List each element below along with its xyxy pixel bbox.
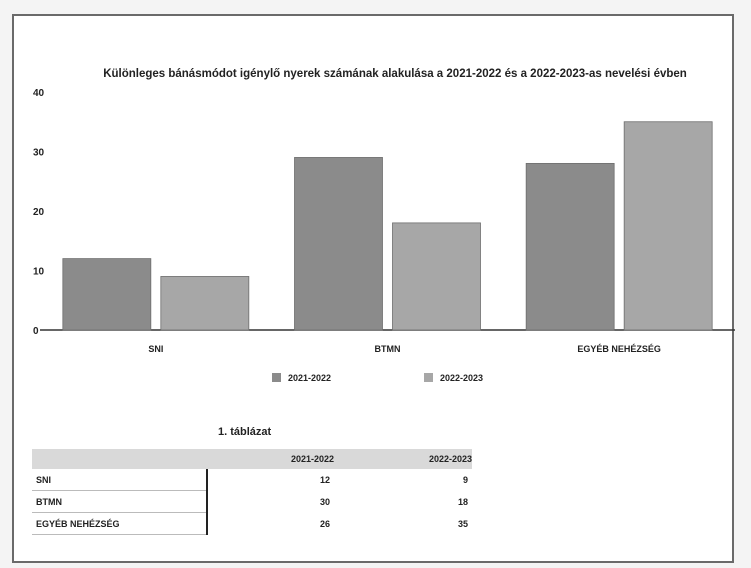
chart-title: Különleges bánásmódot igénylő nyerek szá… bbox=[103, 68, 687, 80]
bar-chart: Különleges bánásmódot igénylő nyerek szá… bbox=[33, 68, 735, 383]
bar bbox=[160, 276, 250, 331]
row-value-2021: 26 bbox=[206, 512, 334, 535]
row-label: BTMN bbox=[32, 490, 207, 513]
y-tick-label: 0 bbox=[33, 326, 39, 337]
legend-label: 2021-2022 bbox=[288, 373, 331, 383]
y-tick-label: 20 bbox=[33, 207, 45, 218]
x-tick-label: BTMN bbox=[375, 344, 401, 354]
table-header-row: 2021-2022 2022-2023 bbox=[32, 449, 472, 469]
bar bbox=[623, 121, 713, 331]
table-caption: 1. táblázat bbox=[218, 426, 272, 438]
y-tick-label: 40 bbox=[33, 88, 45, 99]
legend-swatch bbox=[272, 373, 281, 382]
bar bbox=[294, 157, 383, 331]
table-header-2022: 2022-2023 bbox=[334, 449, 472, 469]
row-value-2021: 12 bbox=[206, 469, 334, 491]
x-tick-label: EGYÉB NEHÉZSÉG bbox=[577, 344, 661, 354]
legend-label: 2022-2023 bbox=[440, 373, 483, 383]
data-table: 2021-2022 2022-2023 SNI 12 9 BTMN 30 18 … bbox=[32, 449, 472, 535]
table-header-empty bbox=[32, 449, 207, 469]
table-row: EGYÉB NEHÉZSÉG 26 35 bbox=[32, 512, 472, 535]
y-tick-label: 30 bbox=[33, 148, 45, 159]
table-row: SNI 12 9 bbox=[32, 469, 472, 491]
table-row: BTMN 30 18 bbox=[32, 490, 472, 513]
row-value-2021: 30 bbox=[206, 490, 334, 513]
bar bbox=[392, 222, 481, 331]
legend: 2021-2022 2022-2023 bbox=[272, 373, 483, 383]
bars-group bbox=[62, 121, 713, 331]
bar bbox=[62, 258, 152, 331]
row-value-2022: 9 bbox=[462, 474, 468, 485]
y-axis-ticks: 0 10 20 30 40 bbox=[33, 88, 45, 337]
row-value-2022: 18 bbox=[457, 496, 468, 507]
row-label: SNI bbox=[32, 469, 207, 491]
bar bbox=[525, 162, 615, 331]
y-tick-label: 10 bbox=[33, 267, 45, 278]
row-label: EGYÉB NEHÉZSÉG bbox=[32, 512, 207, 535]
row-value-2022: 35 bbox=[457, 518, 468, 529]
x-axis-labels: SNI BTMN EGYÉB NEHÉZSÉG bbox=[148, 344, 661, 354]
legend-swatch bbox=[424, 373, 433, 382]
table-header-2021: 2021-2022 bbox=[207, 449, 334, 469]
x-tick-label: SNI bbox=[148, 344, 163, 354]
